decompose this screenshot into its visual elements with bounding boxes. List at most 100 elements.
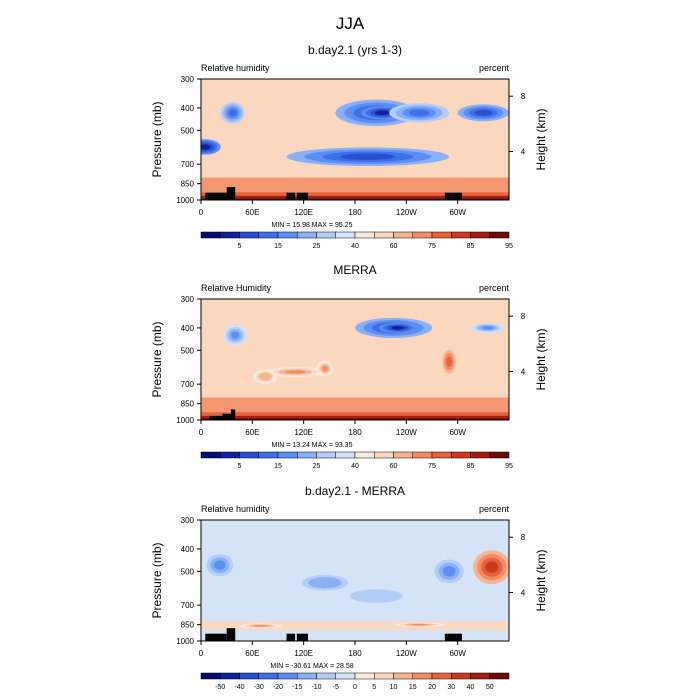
colorbar-label: 40 — [467, 684, 475, 691]
lower-band — [201, 621, 509, 631]
contour-region — [410, 623, 428, 626]
colorbar-label: 5 — [238, 463, 242, 470]
panel-title: b.day2.1 - MERRA — [305, 484, 405, 498]
colorbar-swatch — [489, 231, 510, 239]
colorbar-swatch — [239, 451, 259, 459]
y-tick-label: 400 — [181, 104, 195, 113]
panel-left-label: Relative Humidity — [201, 283, 272, 293]
colorbar-label: 75 — [428, 463, 436, 470]
colorbar-swatch — [277, 672, 298, 680]
colorbar-swatch — [220, 231, 240, 239]
colorbar-label: 10 — [390, 684, 398, 691]
colorbar-swatch — [316, 231, 336, 239]
contour-region — [442, 566, 456, 577]
colorbar-swatch — [354, 451, 375, 459]
contour-region — [408, 109, 430, 117]
y-tick-label: 1000 — [176, 637, 194, 646]
colorbar-swatch — [393, 451, 413, 459]
contour-field — [201, 79, 509, 200]
surface-band — [201, 195, 509, 200]
colorbar-swatch — [451, 231, 471, 239]
topography-block — [222, 413, 231, 420]
x-tick-label: 180 — [348, 649, 362, 658]
contour-region — [340, 153, 396, 160]
y-tick-label: 700 — [181, 380, 195, 389]
right-tick-label: 4 — [521, 147, 526, 156]
x-tick-label: 120E — [294, 208, 313, 217]
colorbar-label: 30 — [447, 684, 455, 691]
x-tick-label: 120E — [294, 428, 313, 437]
colorbar-swatch — [297, 451, 317, 459]
x-tick-label: 60W — [449, 208, 466, 217]
x-tick-label: 0 — [199, 208, 204, 217]
colorbar-label: -40 — [234, 684, 244, 691]
topography-block — [209, 415, 223, 420]
colorbar-swatch — [258, 451, 279, 459]
x-tick-label: 60E — [245, 208, 259, 217]
right-tick-label: 4 — [521, 588, 526, 597]
y-tick-label: 400 — [181, 324, 195, 333]
colorbar-swatch — [431, 231, 452, 239]
y-tick-label: 500 — [181, 346, 195, 355]
colorbar-swatch — [200, 231, 221, 239]
topography-block — [230, 409, 236, 420]
contour-region — [228, 109, 237, 117]
right-tick-label: 8 — [521, 533, 526, 542]
colorbar-label: 15 — [274, 243, 282, 250]
colorbar-swatch — [220, 672, 240, 680]
colorbar-swatch — [470, 451, 490, 459]
colorbar-swatch — [412, 672, 433, 680]
colorbar-label: -10 — [311, 684, 321, 691]
y-tick-label: 850 — [181, 180, 195, 189]
contour-region — [474, 109, 493, 116]
colorbar-label: 60 — [390, 463, 398, 470]
colorbar-swatch — [393, 231, 413, 239]
right-axis-label: Height (km) — [534, 108, 548, 170]
colorbar-swatch — [431, 451, 452, 459]
colorbar-swatch — [489, 672, 510, 680]
y-tick-label: 500 — [181, 126, 195, 135]
colorbar-label: 25 — [313, 243, 321, 250]
panel-unit-label: percent — [479, 63, 510, 73]
contour-region — [391, 326, 405, 330]
colorbar-swatch — [470, 672, 490, 680]
topography-block — [226, 628, 236, 641]
contour-region — [349, 589, 404, 603]
panel-unit-label: percent — [479, 504, 510, 514]
x-tick-label: 180 — [348, 428, 362, 437]
colorbar-label: 60 — [390, 243, 398, 250]
topography-block — [205, 192, 227, 200]
chart-panel-1: b.day2.1 (yrs 1-3) Relative humidity perce… — [150, 43, 548, 250]
panel-title: MERRA — [333, 263, 376, 277]
right-tick-label: 8 — [521, 312, 526, 321]
colorbar-label: 50 — [486, 684, 494, 691]
y-tick-label: 400 — [181, 545, 195, 554]
x-tick-label: 60E — [245, 428, 259, 437]
topography-block — [205, 633, 227, 641]
contour-region — [253, 625, 269, 627]
colorbar-swatch — [354, 231, 375, 239]
contour-region — [214, 560, 226, 570]
colorbar-swatch — [239, 672, 259, 680]
x-tick-label: 120E — [294, 649, 313, 658]
right-axis-label: Height (km) — [534, 549, 548, 611]
colorbar-swatch — [451, 672, 471, 680]
contour-region — [446, 356, 453, 367]
colorbar-label: 95 — [505, 463, 513, 470]
colorbar-swatch — [412, 231, 433, 239]
colorbar-swatch — [489, 451, 510, 459]
y-tick-label: 850 — [181, 400, 195, 409]
colorbar-swatch — [470, 231, 490, 239]
topography-block — [286, 633, 296, 641]
contour-region — [231, 331, 240, 339]
contour-field — [201, 520, 509, 641]
colorbar-label: 5 — [372, 684, 376, 691]
colorbar-label: 25 — [313, 463, 321, 470]
colorbar-label: -20 — [273, 684, 283, 691]
colorbar-swatch — [374, 231, 394, 239]
topography-block — [444, 192, 462, 200]
contour-region — [258, 372, 272, 381]
chart-panel-3: b.day2.1 - MERRA Relative humidity percent… — [150, 484, 548, 691]
min-max-stats: MIN = 15.98 MAX = 95.25 — [272, 222, 353, 229]
